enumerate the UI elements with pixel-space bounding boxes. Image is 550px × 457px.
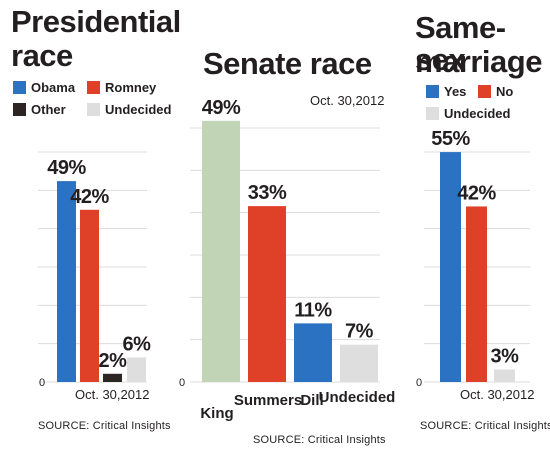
samesex-bar-undecided	[494, 369, 515, 382]
presidential-bar-undecided	[127, 357, 146, 382]
senate-zero-label: 0	[179, 377, 185, 389]
senate-source: SOURCE: Critical Insights	[253, 434, 386, 446]
legend-item-other: Other	[13, 102, 66, 117]
senate-value-label-dill: 11%	[294, 299, 332, 321]
legend-swatch-obama	[13, 81, 26, 94]
samesex-value-label-no: 42%	[457, 182, 496, 204]
presidential-title-line1: Presidential	[11, 4, 181, 39]
senate-category-label-dill: Dill	[300, 392, 323, 409]
presidential-source: SOURCE: Critical Insights	[38, 420, 171, 432]
legend-label-yes: Yes	[444, 84, 467, 99]
samesex-title-line1: Same-sex	[415, 10, 506, 77]
presidential-zero-label: 0	[39, 377, 45, 389]
samesex-value-label-undecided: 3%	[491, 345, 520, 367]
presidential-value-label-romney: 42%	[70, 186, 109, 208]
presidential-bar-obama	[57, 181, 76, 382]
legend-item-obama: Obama	[13, 80, 75, 95]
legend-label-no: No	[496, 84, 514, 99]
presidential-value-label-other: 2%	[99, 350, 128, 372]
legend-swatch-undecided	[87, 103, 100, 116]
senate-category-label-undecided: Undecided	[319, 389, 396, 406]
legend-item-yes: Yes	[426, 84, 466, 99]
senate-bar-dill	[294, 323, 332, 382]
legend-item-undecided: Undecided	[87, 102, 171, 117]
legend-swatch-romney	[87, 81, 100, 94]
legend-item-no: No	[478, 84, 513, 99]
senate-bar-king	[202, 120, 240, 382]
senate-category-label-king: King	[200, 405, 233, 422]
samesex-date: Oct. 30,2012	[460, 387, 535, 402]
legend-label-romney: Romney	[105, 80, 157, 95]
legend-swatch-undecided-ss	[426, 107, 439, 120]
legend-label-other: Other	[31, 102, 66, 117]
samesex-title-line2: marriage	[415, 44, 542, 79]
presidential-bar-other	[103, 373, 122, 382]
presidential-date: Oct. 30,2012	[75, 387, 150, 402]
senate-value-label-summers: 33%	[248, 182, 287, 204]
senate-bar-undecided	[340, 344, 378, 382]
senate-value-label-king: 49%	[202, 97, 241, 119]
legend-label-undecided-ss: Undecided	[444, 106, 511, 121]
samesex-value-label-yes: 55%	[431, 128, 470, 150]
senate-value-label-undecided: 7%	[345, 321, 374, 343]
legend-swatch-no	[478, 85, 491, 98]
legend-label-undecided: Undecided	[105, 102, 172, 117]
presidential-title-line2: race	[11, 38, 73, 73]
senate-date: Oct. 30,2012	[310, 93, 385, 108]
legend-item-romney: Romney	[87, 80, 156, 95]
senate-bar-summers	[248, 206, 286, 382]
samesex-bar-yes	[440, 152, 461, 382]
legend-swatch-other	[13, 103, 26, 116]
legend-label-obama: Obama	[31, 80, 76, 95]
samesex-source: SOURCE: Critical Insights	[420, 420, 550, 432]
samesex-bar-no	[466, 206, 487, 382]
senate-category-label-summers: Summers	[234, 392, 302, 409]
samesex-zero-label: 0	[416, 377, 422, 389]
legend-item-undecided-ss: Undecided	[426, 106, 510, 121]
legend-swatch-yes	[426, 85, 439, 98]
presidential-bar-romney	[80, 209, 99, 382]
presidential-value-label-obama: 49%	[47, 157, 86, 179]
presidential-value-label-undecided: 6%	[123, 333, 152, 355]
senate-title: Senate race	[203, 46, 372, 81]
